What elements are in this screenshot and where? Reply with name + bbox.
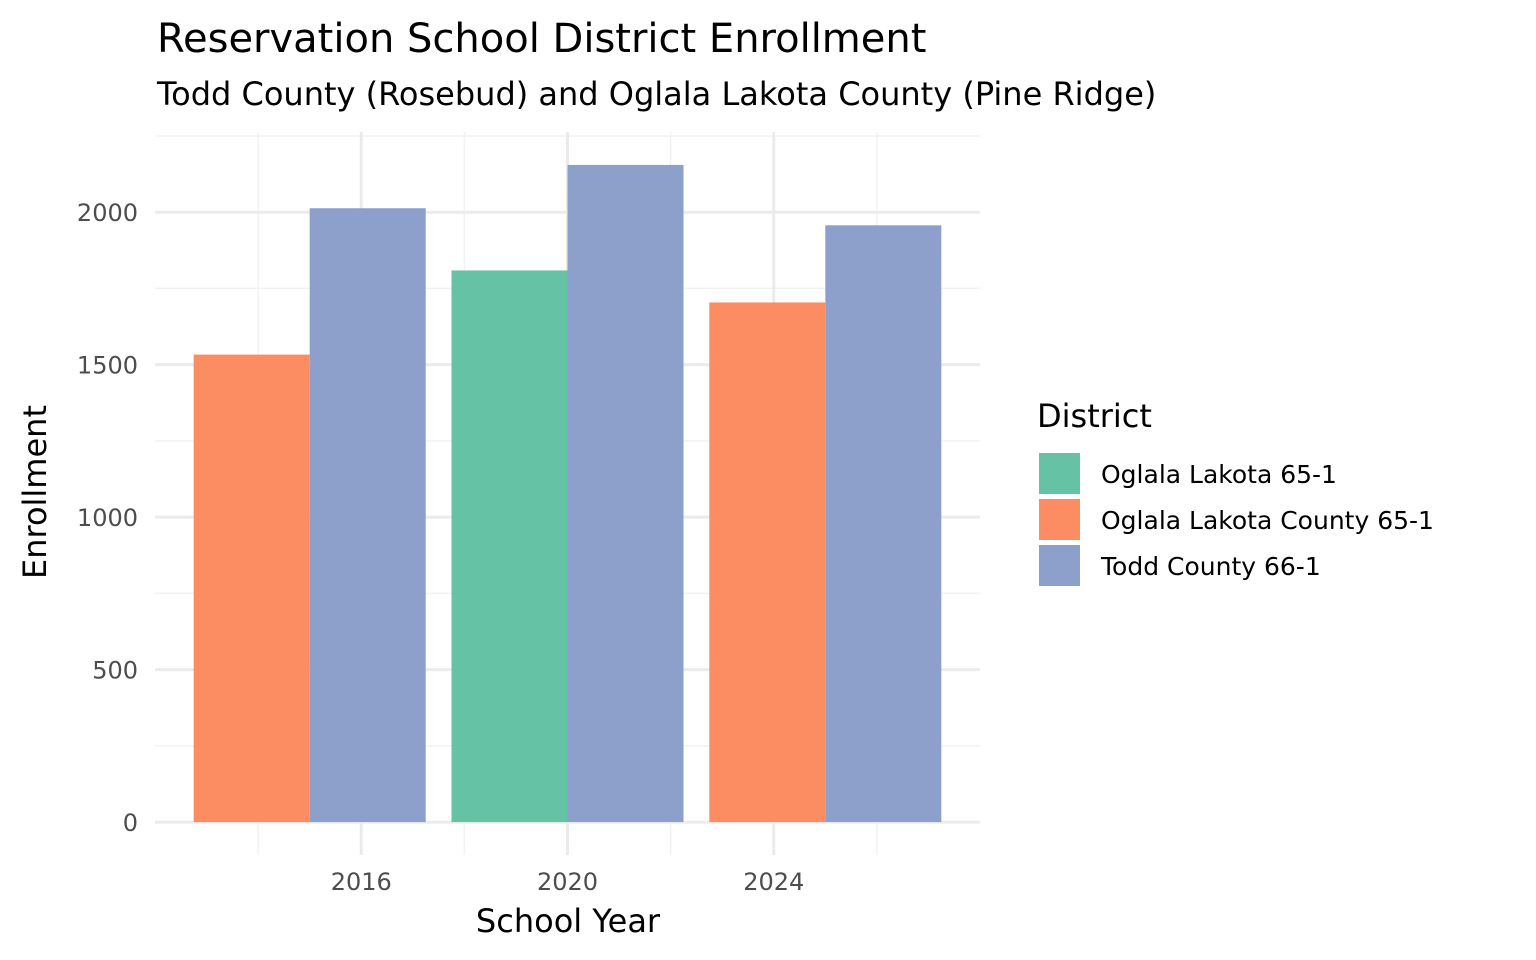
y-axis-title: Enrollment xyxy=(16,405,54,579)
x-tick-label: 2020 xyxy=(537,868,598,896)
y-tick-label: 1500 xyxy=(77,352,138,380)
x-axis-title: School Year xyxy=(476,902,661,940)
y-tick-label: 2000 xyxy=(77,199,138,227)
legend-key xyxy=(1039,545,1080,586)
chart-title: Reservation School District Enrollment xyxy=(157,16,926,62)
bar xyxy=(567,164,684,823)
bars xyxy=(193,164,942,823)
legend-label: Todd County 66-1 xyxy=(1100,552,1321,581)
y-tick-label: 500 xyxy=(92,657,138,685)
bar xyxy=(709,302,826,823)
bar xyxy=(825,225,942,823)
x-tick-label: 2016 xyxy=(331,868,392,896)
legend-key xyxy=(1039,453,1080,494)
bar xyxy=(451,270,568,823)
bar xyxy=(309,208,426,823)
tick-labels: 0 500 1000 1500 2000 2016 2020 2024 xyxy=(77,199,804,896)
x-tick-label: 2024 xyxy=(743,868,804,896)
legend-label: Oglala Lakota County 65-1 xyxy=(1101,506,1434,535)
legend-title: District xyxy=(1037,397,1152,435)
y-tick-label: 0 xyxy=(123,809,138,837)
legend: District Oglala Lakota 65-1 Oglala Lakota… xyxy=(1037,397,1434,586)
y-tick-label: 1000 xyxy=(77,504,138,532)
chart-subtitle: Todd County (Rosebud) and Oglala Lakota … xyxy=(156,75,1156,113)
legend-label: Oglala Lakota 65-1 xyxy=(1101,460,1337,489)
bar xyxy=(193,354,310,823)
legend-key xyxy=(1039,499,1080,540)
